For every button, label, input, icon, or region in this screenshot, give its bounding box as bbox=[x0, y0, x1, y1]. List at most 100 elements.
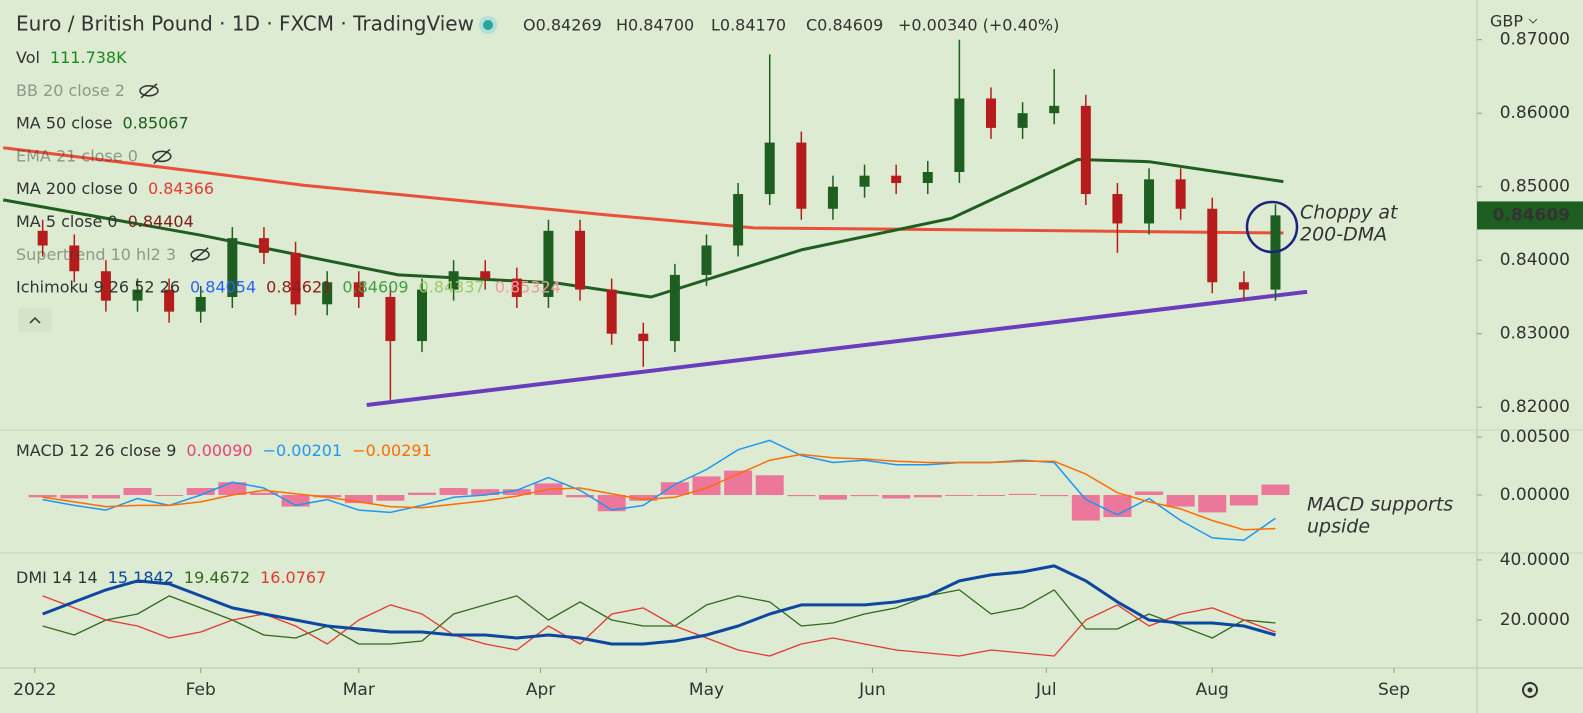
annotation: MACD supports bbox=[1307, 494, 1453, 516]
indicator-name: MA 200 close 0 bbox=[16, 179, 138, 198]
candle-body bbox=[733, 194, 744, 246]
currency-label[interactable]: GBP bbox=[1490, 12, 1523, 31]
indicator-legend: BB 20 close 2 bbox=[16, 80, 125, 99]
indicator-line bbox=[3, 146, 1284, 235]
histogram-bar bbox=[1261, 484, 1290, 495]
candle-body bbox=[448, 271, 459, 290]
indicator-name: DMI 14 14 bbox=[16, 568, 98, 587]
indicator-value: 111.738K bbox=[50, 48, 127, 67]
y-tick-label: 0.85000 bbox=[1500, 177, 1570, 197]
indicator-value: 0.84054 bbox=[190, 277, 256, 296]
collapse-button[interactable] bbox=[18, 308, 52, 332]
candle-body bbox=[701, 245, 712, 275]
candle-body bbox=[100, 271, 111, 301]
histogram-bar bbox=[818, 494, 847, 500]
x-tick-label: Aug bbox=[1196, 680, 1229, 700]
annotation: upside bbox=[1307, 516, 1370, 538]
indicator-name: MA 5 close 0 bbox=[16, 212, 118, 231]
y-tick-label: 0.00000 bbox=[1500, 485, 1570, 505]
histogram-bar bbox=[755, 475, 784, 495]
candle-body bbox=[764, 142, 775, 195]
ohlc-value: +0.00340 (+0.40%) bbox=[898, 16, 1059, 35]
candle-body bbox=[669, 274, 680, 342]
indicator-name: Ichimoku 9 26 52 26 bbox=[16, 277, 180, 296]
x-tick-label: Apr bbox=[526, 680, 555, 700]
settings-icon[interactable] bbox=[1522, 682, 1538, 698]
histogram-bar bbox=[123, 488, 152, 495]
histogram-bar bbox=[1103, 494, 1132, 518]
histogram-bar bbox=[439, 488, 468, 495]
dmi-line bbox=[42, 589, 1276, 645]
histogram-bar bbox=[91, 494, 120, 499]
histogram-bar bbox=[1229, 494, 1258, 506]
histogram-bar bbox=[408, 492, 436, 495]
indicator-legend: Ichimoku 9 26 52 26 0.84054 0.84621 0.84609… bbox=[16, 277, 561, 296]
histogram-bar bbox=[1040, 494, 1069, 497]
candle-body bbox=[290, 252, 301, 305]
ohlc-value: L0.84170 bbox=[711, 16, 786, 35]
x-tick-label: 2022 bbox=[13, 680, 56, 700]
candle-body bbox=[353, 282, 364, 297]
candle-body bbox=[227, 238, 238, 297]
histogram-bar bbox=[155, 494, 184, 496]
indicator-legend: MA 50 close 0.85067 bbox=[16, 113, 189, 132]
y-tick-label: 0.00500 bbox=[1500, 427, 1570, 447]
highlight-circle bbox=[1245, 200, 1299, 254]
x-tick-label: Jun bbox=[858, 680, 886, 700]
histogram-bar bbox=[1166, 494, 1195, 507]
y-tick-label: 0.86000 bbox=[1500, 103, 1570, 123]
histogram-bar bbox=[850, 494, 879, 497]
histogram-bar bbox=[1008, 493, 1037, 495]
y-tick-label: 0.82000 bbox=[1500, 397, 1570, 417]
candle-body bbox=[1175, 179, 1186, 209]
status-dot bbox=[483, 20, 493, 30]
y-tick-label: 0.84000 bbox=[1500, 250, 1570, 270]
indicator-legend: MACD 12 26 close 9 0.00090 −0.00201 −0.0029… bbox=[16, 441, 432, 460]
indicator-value: −0.00201 bbox=[263, 441, 343, 460]
histogram-bar bbox=[787, 494, 816, 497]
candle-body bbox=[1238, 282, 1249, 290]
candle-body bbox=[1207, 208, 1218, 283]
y-tick-label: 20.0000 bbox=[1500, 610, 1570, 630]
currency-caret bbox=[1528, 18, 1538, 24]
candle-body bbox=[69, 245, 80, 272]
hide-icon bbox=[139, 85, 159, 97]
indicator-value: 0.84337 bbox=[419, 277, 485, 296]
indicator-value: 0.84609 bbox=[342, 277, 408, 296]
candle-body bbox=[827, 186, 838, 209]
macd-line bbox=[42, 439, 1276, 541]
indicator-name: Supertrend 10 hl2 3 bbox=[16, 244, 176, 263]
candle-body bbox=[1080, 105, 1091, 195]
histogram-bar bbox=[186, 488, 215, 495]
histogram-bar bbox=[281, 494, 310, 507]
indicator-legend: Vol 111.738K bbox=[16, 48, 127, 67]
histogram-bar bbox=[976, 494, 1005, 496]
indicator-legend: MA 200 close 0 0.84366 bbox=[16, 179, 214, 198]
hide-icon bbox=[152, 150, 172, 163]
candle-body bbox=[195, 296, 206, 312]
candle-body bbox=[954, 98, 965, 172]
candle-body bbox=[859, 175, 870, 187]
candle-body bbox=[922, 172, 933, 184]
histogram-bar bbox=[597, 494, 626, 512]
indicator-line bbox=[366, 289, 1308, 407]
ohlc-value: O0.84269 bbox=[523, 16, 602, 35]
pane: 20.0000 40.0000 2022 Feb Mar Apr May Jun Jul Aug S… bbox=[13, 550, 1570, 700]
candle-body bbox=[417, 289, 427, 342]
x-tick-label: May bbox=[689, 680, 724, 700]
histogram-bar bbox=[660, 482, 689, 495]
histogram-bar bbox=[249, 492, 278, 495]
hide-icon bbox=[190, 249, 210, 261]
chart-title: Euro / British Pound · 1D · FXCM · Tradi… bbox=[16, 12, 474, 36]
histogram-bar bbox=[945, 494, 974, 496]
candle-body bbox=[258, 238, 269, 253]
ohlc-value: C0.84609 bbox=[806, 16, 883, 35]
x-tick-label: Jul bbox=[1035, 680, 1057, 700]
dmi-line bbox=[42, 595, 1276, 657]
ohlc-value: H0.84700 bbox=[616, 16, 694, 35]
y-tick-label: 40.0000 bbox=[1500, 550, 1570, 570]
pane: 0.00000 0.00500 MACD 12 26 close 9 0.00090−… bbox=[16, 427, 1570, 541]
candle-body bbox=[1049, 105, 1060, 114]
histogram-bar bbox=[471, 489, 500, 495]
